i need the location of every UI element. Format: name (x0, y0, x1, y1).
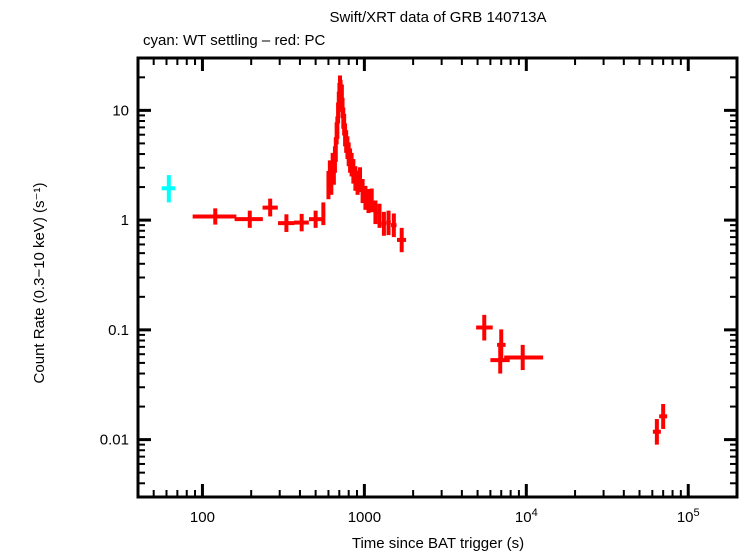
x-axis-label: Time since BAT trigger (s) (352, 535, 524, 552)
data-point (386, 210, 391, 236)
data-point (377, 203, 382, 228)
y-tick-label: 10 (112, 102, 129, 119)
data-point (366, 189, 371, 214)
data-point (161, 175, 176, 203)
y-axis-ticks (138, 57, 737, 498)
data-point (294, 213, 309, 232)
data-point (373, 200, 378, 225)
data-point (504, 344, 544, 371)
series-pc-points (192, 75, 668, 445)
data-point (234, 210, 263, 228)
data-point (321, 202, 326, 226)
series-wt-points (161, 175, 176, 203)
data-point (369, 188, 374, 213)
data-point (381, 211, 387, 236)
chart-legend-subtitle: cyan: WT settling – red: PC (143, 32, 325, 49)
y-tick-label: 1 (121, 212, 129, 229)
chart-title: Swift/XRT data of GRB 140713A (329, 9, 546, 26)
data-point (390, 213, 397, 238)
x-axis-ticks (137, 58, 738, 497)
data-point (192, 208, 237, 225)
data-point (308, 210, 323, 228)
data-point (652, 419, 661, 445)
y-tick-label: 0.01 (100, 432, 129, 449)
y-axis-label: Count Rate (0.3−10 keV) (s⁻¹) (31, 183, 48, 384)
y-tick-label: 0.1 (108, 322, 129, 339)
data-point (396, 227, 407, 253)
data-point (262, 198, 278, 217)
x-tick-label: 100 (190, 509, 215, 526)
y-axis-tick-labels: 10 1 0.1 0.01 (100, 102, 129, 448)
data-point (476, 314, 493, 341)
x-axis-tick-labels: 100 1000 104 105 (190, 507, 700, 526)
data-point (363, 185, 368, 210)
data-point (278, 214, 295, 232)
data-point (659, 404, 668, 429)
data-point (490, 346, 510, 374)
x-tick-label: 1000 (348, 509, 381, 526)
